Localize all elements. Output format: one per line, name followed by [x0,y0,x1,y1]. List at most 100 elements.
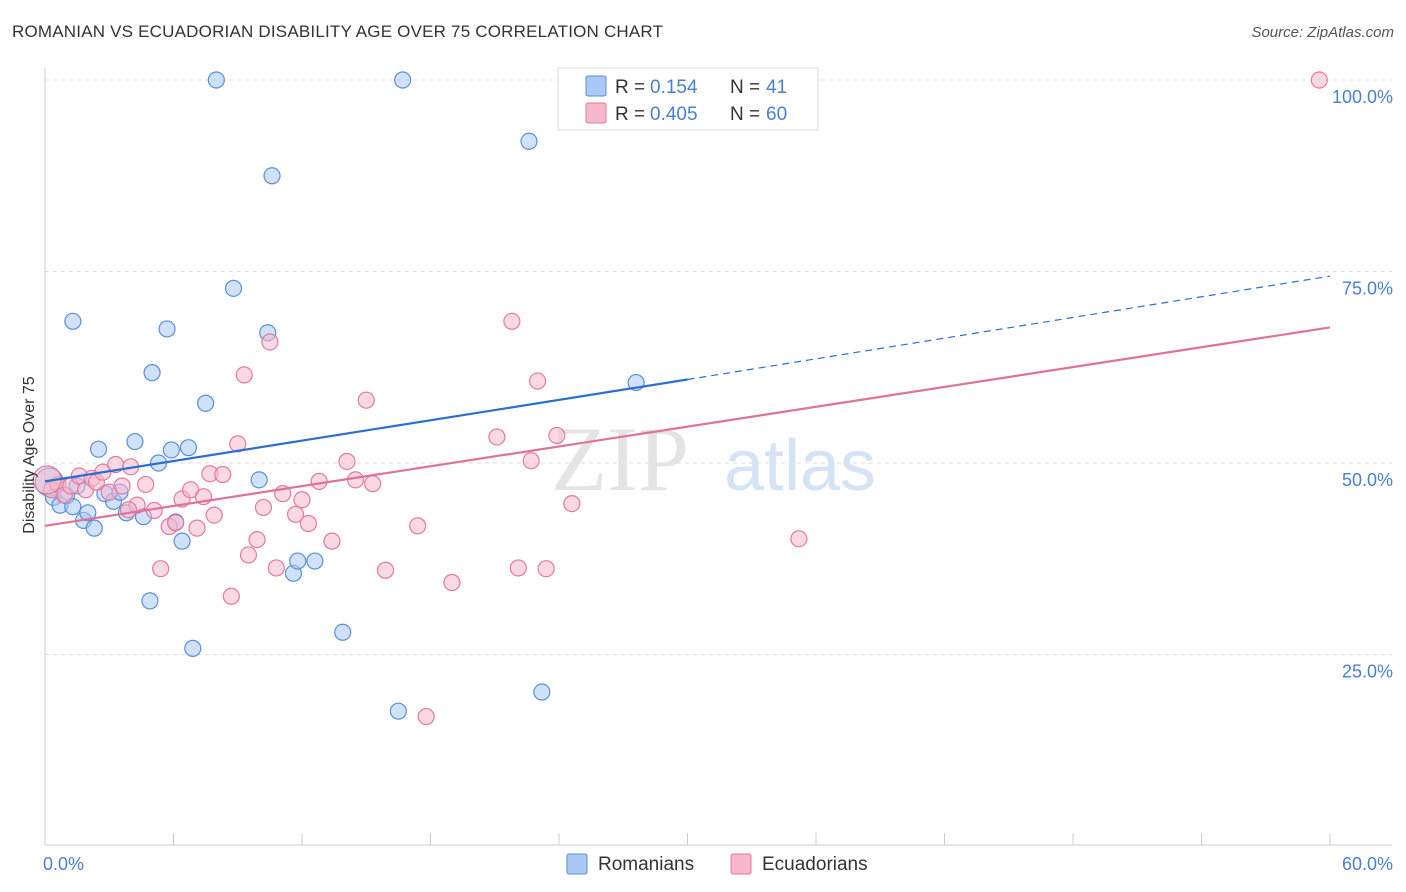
romanians-point [89,440,108,458]
legend-n-value: 60 [766,104,787,125]
romanians-point [64,498,82,516]
romanians-point [389,702,407,720]
romanians-point [289,552,307,570]
ecuadorians-point [267,559,285,577]
ecuadorians-point [137,475,155,494]
y-axis-label: Disability Age Over 75 [21,376,38,534]
x-tick-label: 60.0% [1342,854,1393,874]
y-tick-label: 75.0% [1342,279,1393,299]
romanians-point [179,439,198,457]
romanians-point [306,552,324,570]
source-label: Source: ZipAtlas.com [1251,24,1394,41]
y-tick-label: 25.0% [1342,662,1393,682]
legend-n-label: N = [730,104,760,125]
watermark-atlas: atlas [724,426,876,506]
series-ecuadorians [32,71,1328,726]
y-tick-label: 50.0% [1342,470,1393,490]
series-romanians [34,71,645,720]
ecuadorians-point [376,561,395,579]
ecuadorians-point [286,505,305,523]
trendlines [44,275,1331,527]
ecuadorians-point [254,498,273,517]
romanians-point [533,683,551,701]
ecuadorians-point [338,452,356,471]
romanians-point [263,167,281,185]
legend-label: Ecuadorians [762,854,868,875]
legend-swatch [585,102,607,124]
ecuadorians-point [261,333,279,351]
ecuadorians-point [248,530,266,549]
legend-swatch [566,853,588,875]
ecuadorians-point [537,560,555,578]
ecuadorians-point [239,546,258,564]
romanians-trendline [44,378,688,483]
romanians-point [197,394,215,412]
ecuadorians-point [188,519,206,537]
ecuadorians-point [214,465,232,484]
ecuadorians-point [357,391,375,409]
romanians-point [141,592,159,610]
romanians-point [173,532,191,550]
ecuadorians-point [488,428,506,446]
romanians-trendline-extension [687,275,1331,381]
axes [44,68,1392,846]
romanians-point [250,471,268,489]
legend-r-value: 0.405 [650,104,698,125]
romanians-point [143,364,161,382]
romanians-point [207,71,225,89]
romanians-point [79,504,97,522]
romanians-point [64,312,82,330]
romanians-point [126,432,144,451]
romanians-point [334,623,352,641]
legend-n-value: 41 [766,77,787,98]
ecuadorians-point [299,514,318,533]
romanians-point [520,132,538,150]
romanians-point [158,320,176,338]
ecuadorians-point [113,477,131,495]
legend-r-value: 0.154 [650,77,698,98]
ecuadorians-point [205,506,223,524]
romanians-point [224,279,243,297]
y-tick-label: 100.0% [1332,87,1393,107]
romanians-point [85,519,103,537]
ecuadorians-point [119,501,138,519]
ecuadorians-point [443,573,461,592]
ecuadorians-point [509,559,527,577]
grid-lines [45,79,1392,655]
romanians-point [162,441,180,459]
ecuadorians-point [222,587,240,605]
legend-swatch [585,75,607,97]
ecuadorians-point [167,514,185,532]
ecuadorians-point [417,707,435,726]
ecuadorians-point [548,426,566,445]
romanians-point [184,639,202,657]
legend-r-label: R = [615,77,645,98]
ecuadorians-point [528,372,547,390]
ecuadorians-trendline [44,326,1331,527]
ecuadorians-point [293,491,311,509]
ecuadorians-point [364,475,382,493]
legend-label: Romanians [598,854,694,875]
ecuadorians-point [310,472,328,490]
ecuadorians-point [563,494,581,513]
tick-labels: 25.0% 50.0% 75.0% 100.0% 0.0% 60.0% [43,87,1393,874]
y-axis-label-group: Disability Age Over 75 [21,376,38,534]
ecuadorians-point [522,452,540,470]
legend-n-label: N = [730,77,760,98]
legend-bottom: Romanians Ecuadorians [566,853,868,875]
ecuadorians-point [323,532,341,550]
legend-r-label: R = [615,104,645,125]
ecuadorians-point [1310,71,1328,89]
ecuadorians-point [409,517,427,535]
x-tick-label: 0.0% [43,854,84,874]
legend-top: R = 0.154 N = 41 R = 0.405 N = 60 [557,67,819,131]
watermark-zip: ZIP [551,408,689,510]
watermark: ZIP atlas [551,408,876,510]
ecuadorians-point [346,471,365,489]
ecuadorians-point [503,312,521,330]
ecuadorians-point [235,366,253,384]
ecuadorians-point [790,530,808,548]
romanians-point [394,71,412,89]
legend-swatch [730,853,752,875]
